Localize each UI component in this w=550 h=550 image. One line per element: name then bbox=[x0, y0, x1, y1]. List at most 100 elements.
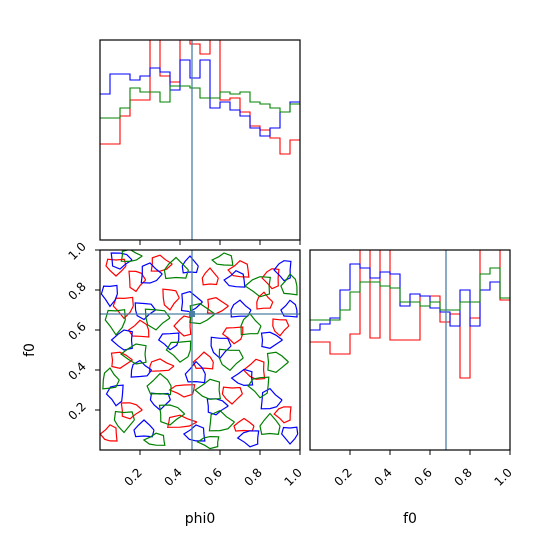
contour-series-2-ring-16 bbox=[247, 376, 270, 399]
contour-series-1-ring-0 bbox=[110, 252, 133, 270]
contour-xtick-label-3: 0.8 bbox=[241, 465, 264, 488]
contour-series-2-ring-4 bbox=[104, 309, 126, 336]
contour-series-2-ring-2 bbox=[211, 252, 234, 266]
contour-frame bbox=[99, 249, 301, 451]
contour-xtick-label-0: 0.2 bbox=[121, 465, 144, 488]
contour-series-1-ring-2 bbox=[181, 255, 199, 274]
contour-series-2-ring-9 bbox=[119, 343, 147, 365]
contour-series-0-ring-3 bbox=[201, 267, 219, 286]
contour-series-0-ring-9 bbox=[256, 291, 274, 310]
contour-series-0-ring-20 bbox=[120, 402, 143, 420]
f0-hist-series-2 bbox=[310, 267, 510, 321]
contour-series-0-ring-5 bbox=[261, 268, 280, 290]
contour-series-0-ring-21 bbox=[166, 414, 198, 428]
contour-series-2-ring-15 bbox=[194, 378, 221, 400]
contour-series-0-ring-23 bbox=[100, 424, 118, 442]
contour-series-2-ring-5 bbox=[144, 308, 171, 331]
contour-series-0-ring-1 bbox=[128, 270, 147, 293]
contour-series-2-ring-1 bbox=[163, 256, 189, 280]
contour-series-1-ring-13 bbox=[260, 331, 283, 349]
contour-series-1-ring-4 bbox=[273, 260, 292, 282]
contour-series-1-ring-24 bbox=[281, 426, 299, 445]
phi0-hist-series-1 bbox=[100, 59, 300, 137]
contour-series-2-ring-0 bbox=[120, 250, 143, 263]
f0-hist-xtick-label-3: 0.8 bbox=[451, 465, 474, 488]
contour-series-2-ring-17 bbox=[113, 410, 135, 434]
phi0-histogram-frame bbox=[99, 39, 301, 241]
contour-series-1-ring-17 bbox=[105, 384, 124, 407]
contour-series-1-ring-14 bbox=[130, 359, 153, 378]
f0-hist-xtick-label-1: 0.4 bbox=[371, 465, 394, 488]
phi0-histogram-panel bbox=[99, 39, 301, 245]
x-axis-label-f0: f0 bbox=[403, 511, 417, 527]
contour-series-1-ring-5 bbox=[100, 284, 118, 308]
contour-xtick-label-1: 0.4 bbox=[161, 465, 184, 488]
f0-histogram-frame bbox=[309, 249, 511, 451]
contour-series-0-ring-19 bbox=[221, 386, 243, 405]
contour-ytick-label-2: 0.6 bbox=[65, 319, 88, 342]
phi0-hist-series-2 bbox=[100, 85, 300, 119]
contour-series-0-ring-11 bbox=[173, 315, 192, 337]
contour-series-2-ring-8 bbox=[280, 272, 298, 296]
f0-hist-series-0 bbox=[310, 249, 510, 379]
f0-hist-xtick-label-4: 1.0 bbox=[491, 465, 514, 488]
contour-series-0-ring-4 bbox=[227, 259, 250, 278]
contour-series-1-ring-22 bbox=[182, 424, 206, 442]
contour-series-1-ring-10 bbox=[110, 329, 133, 351]
contour-ytick-label-1: 0.4 bbox=[65, 359, 88, 382]
contour-series-1-ring-1 bbox=[140, 262, 163, 284]
contour-series-2-ring-19 bbox=[208, 409, 235, 432]
y-axis-label-f0: f0 bbox=[22, 343, 38, 357]
contour-series-2-ring-21 bbox=[142, 432, 166, 446]
contour-series-0-ring-14 bbox=[110, 351, 133, 369]
contour-series-1-ring-9 bbox=[280, 299, 298, 318]
contour-ytick-label-0: 0.2 bbox=[65, 399, 88, 422]
contour-ytick-label-3: 0.8 bbox=[65, 279, 88, 302]
contour-series-1-ring-3 bbox=[223, 269, 246, 288]
f0-hist-xtick-label-0: 0.2 bbox=[331, 465, 354, 488]
contour-series-0-ring-17 bbox=[242, 358, 266, 380]
contour-series-2-ring-22 bbox=[196, 435, 220, 450]
contour-series-2-ring-20 bbox=[259, 412, 281, 435]
contour-series-1-ring-15 bbox=[184, 360, 206, 384]
contour-series-0-ring-22 bbox=[233, 417, 255, 432]
contour-series-0-ring-24 bbox=[273, 406, 292, 424]
contour-series-2-ring-18 bbox=[158, 404, 186, 426]
contour-series-2-ring-3 bbox=[244, 276, 271, 298]
f0-histogram-panel: 0.2 0.4 0.6 0.8 1.0 bbox=[309, 249, 515, 489]
contour-series-0-ring-10 bbox=[127, 319, 150, 338]
contour-series-0-ring-16 bbox=[192, 351, 214, 370]
contour-series-0-ring-15 bbox=[148, 358, 175, 372]
contour-series-0-ring-8 bbox=[206, 297, 229, 315]
contour-series-0-ring-13 bbox=[272, 318, 290, 337]
contour-series-0-ring-7 bbox=[162, 288, 180, 311]
contour-ytick-label-4: 1.0 bbox=[65, 239, 88, 262]
contour-series-1-ring-12 bbox=[210, 336, 232, 360]
contour-series-1-ring-8 bbox=[230, 299, 252, 318]
contour-series-0-ring-6 bbox=[112, 296, 134, 320]
contour-series-0-ring-18 bbox=[168, 384, 196, 398]
contour-series-1-ring-21 bbox=[133, 419, 155, 438]
contour-series-1-ring-16 bbox=[230, 368, 254, 387]
contour-series-1-ring-7 bbox=[180, 290, 203, 313]
contour-series-2-ring-12 bbox=[266, 351, 289, 373]
x-axis-label-phi0: phi0 bbox=[185, 511, 216, 527]
contour-series-2-ring-7 bbox=[240, 312, 262, 336]
phi0-f0-contour-panel: 0.2 0.4 0.6 0.8 1.0 0.2 0.4 0.6 0.8 1.0 bbox=[65, 239, 304, 488]
contour-series-2-ring-11 bbox=[218, 348, 244, 372]
contour-series-2-ring-13 bbox=[102, 367, 120, 390]
contour-series-1-ring-11 bbox=[157, 332, 180, 351]
contour-xtick-label-4: 1.0 bbox=[281, 465, 304, 488]
f0-hist-xtick-label-2: 0.6 bbox=[411, 465, 434, 488]
phi0-hist-series-0 bbox=[100, 39, 300, 155]
contour-series-1-ring-6 bbox=[134, 302, 157, 321]
contour-series-0-ring-12 bbox=[221, 326, 244, 345]
contour-xtick-label-2: 0.6 bbox=[201, 465, 224, 488]
truth-marker bbox=[189, 311, 195, 317]
contour-series-1-ring-19 bbox=[206, 398, 229, 416]
contour-series-1-ring-20 bbox=[260, 387, 283, 410]
contour-series-1-ring-23 bbox=[236, 430, 260, 448]
f0-hist-series-1 bbox=[310, 263, 510, 331]
contour-series-2-ring-10 bbox=[165, 340, 192, 363]
